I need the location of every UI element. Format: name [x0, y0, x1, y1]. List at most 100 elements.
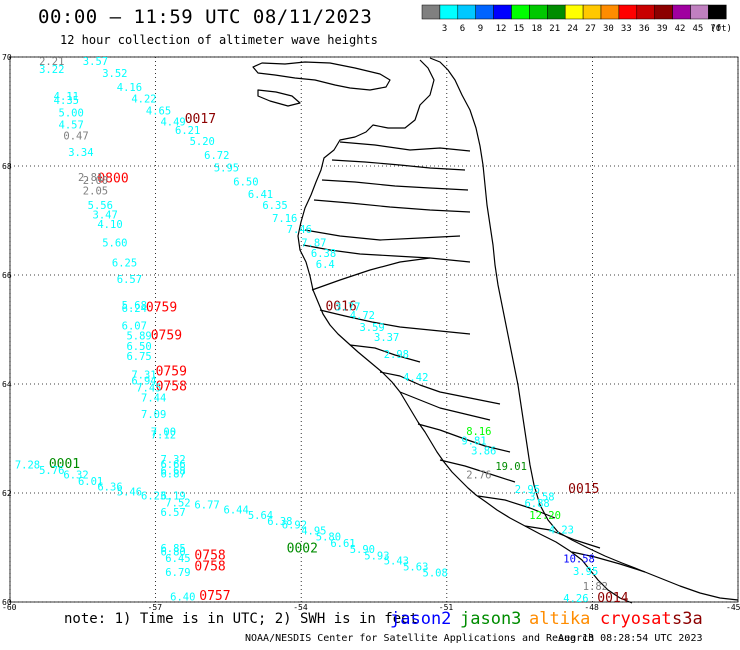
legend-jason2: jason2	[390, 609, 452, 629]
wave-height-value: 5.64	[248, 510, 273, 522]
wave-height-value: 6.88	[524, 498, 549, 510]
wave-height-value: 5.43	[384, 556, 409, 568]
wave-height-value: 4.42	[403, 372, 428, 384]
wave-height-value: 1.82	[583, 581, 608, 593]
wave-height-value: 6.85	[160, 543, 185, 555]
wave-height-value: 3.37	[374, 332, 399, 344]
color-scale-label: 3	[442, 24, 447, 34]
wave-height-value: 6.25	[112, 257, 137, 269]
lat-tick-label: 70	[2, 53, 12, 62]
wave-height-value: 12.20	[529, 510, 561, 522]
pass-time-label: 0759	[146, 301, 177, 316]
wave-height-value: 4.16	[117, 82, 142, 94]
pass-time-label: 0015	[568, 482, 599, 497]
wave-height-value: 4.57	[59, 120, 84, 132]
wave-height-value: 6.24	[122, 303, 147, 315]
wave-height-value: 7.09	[141, 409, 166, 421]
pass-time-label: 0759	[156, 364, 187, 379]
wave-height-value: 5.60	[102, 237, 127, 249]
lat-tick-label: 64	[2, 380, 12, 389]
color-scale-label: 27	[585, 24, 596, 34]
lon-tick-label: -57	[148, 603, 163, 612]
pass-time-label: 0757	[199, 589, 230, 604]
pass-time-label: 0002	[287, 542, 318, 557]
wave-height-value: 2.81	[78, 172, 103, 184]
wave-height-value: 6.38	[311, 248, 336, 260]
color-scale-unit: (ft)	[710, 24, 732, 34]
wave-height-value: 3.86	[471, 445, 496, 457]
wave-height-value: 6.01	[78, 476, 103, 488]
color-scale-label: 15	[514, 24, 525, 34]
color-scale-label: 39	[657, 24, 668, 34]
lat-tick-label: 60	[2, 598, 12, 607]
legend-altika: altika	[529, 609, 591, 629]
color-scale-label: 18	[531, 24, 542, 34]
pass-time-label: 0758	[194, 549, 225, 564]
wave-height-value: 3.59	[359, 322, 384, 334]
wave-height-value: 4.95	[301, 526, 326, 538]
legend-s3a: s3a	[672, 609, 703, 629]
wave-height-value: 4.65	[146, 105, 171, 117]
wave-height-value: 5.95	[214, 163, 239, 175]
wave-height-value: 6.87	[160, 468, 185, 480]
pass-time-label: 0001	[49, 457, 80, 472]
color-scale-legend: 3 6 9 12 15 18 21 24 27 30 33 36 39 42 45 70(ft)	[421, 4, 732, 34]
wave-height-value: 7.52	[165, 497, 190, 509]
wave-height-value: 6.61	[330, 538, 355, 550]
wave-height-value: 7.46	[287, 224, 312, 236]
wave-height-value: 7.87	[301, 237, 326, 249]
color-scale-label: 45	[693, 24, 704, 34]
wave-height-value: 6.50	[233, 176, 258, 188]
wave-height-value: 3.34	[68, 147, 93, 159]
wave-height-value: 4.49	[160, 116, 185, 128]
wave-height-value: 5.08	[423, 568, 448, 580]
color-scale-label: 30	[603, 24, 614, 34]
pass-time-label: 0014	[597, 591, 628, 606]
color-scale-label: 36	[639, 24, 650, 34]
wave-height-value: 5.63	[403, 562, 428, 574]
page-title: 00:00 – 11:59 UTC 08/11/2023	[38, 6, 373, 28]
wave-height-value: 5.20	[190, 136, 215, 148]
wave-height-value: 5.46	[117, 486, 142, 498]
lat-tick-label: 66	[2, 271, 12, 280]
lon-tick-label: -48	[584, 603, 599, 612]
color-scale-label: 33	[621, 24, 632, 34]
color-scale-label: 42	[675, 24, 686, 34]
wave-height-value: 4.23	[549, 525, 574, 537]
map-frame	[9, 56, 739, 603]
wave-height-value: 6.07	[122, 321, 147, 333]
wave-height-value: 6.23	[141, 491, 166, 503]
wave-height-value: 6.35	[262, 200, 287, 212]
wave-height-value: 3.77	[335, 302, 360, 314]
wave-height-value: 7.45	[136, 382, 161, 394]
wave-height-value: 3.47	[93, 210, 118, 222]
wave-height-value: 7.32	[160, 454, 185, 466]
wave-height-value: 6.80	[160, 546, 185, 558]
wave-height-value: 6.77	[194, 499, 219, 511]
wave-height-value: 4.35	[54, 95, 79, 107]
wave-height-value: 6.36	[97, 481, 122, 493]
wave-height-value: 6.19	[160, 491, 185, 503]
color-scale-label: 24	[567, 24, 578, 34]
wave-height-value: 7.31	[131, 370, 156, 382]
color-scale-label: 70	[710, 24, 721, 34]
lat-tick-label: 68	[2, 162, 12, 171]
wave-height-value: 7.16	[272, 213, 297, 225]
wave-height-value: 6.40	[170, 592, 195, 604]
wave-height-value: 2.98	[384, 349, 409, 361]
wave-height-value: 6.72	[204, 150, 229, 162]
wave-height-value: 4.10	[97, 219, 122, 231]
wave-height-value: 5.00	[59, 108, 84, 120]
lon-tick-label: -54	[293, 603, 308, 612]
wave-height-value: 6.21	[175, 125, 200, 137]
wave-height-value: 3.95	[573, 566, 598, 578]
wave-height-value: 6.92	[282, 520, 307, 532]
wave-height-value: 2.05	[83, 186, 108, 198]
wave-height-value: 5.80	[316, 532, 341, 544]
legend-jason3: jason3	[460, 609, 522, 629]
wave-height-value: 3.52	[102, 68, 127, 80]
greenland-coastline	[252, 57, 739, 604]
legend-cryosat: cryosat	[600, 609, 672, 629]
wave-height-value: 6.57	[117, 274, 142, 286]
